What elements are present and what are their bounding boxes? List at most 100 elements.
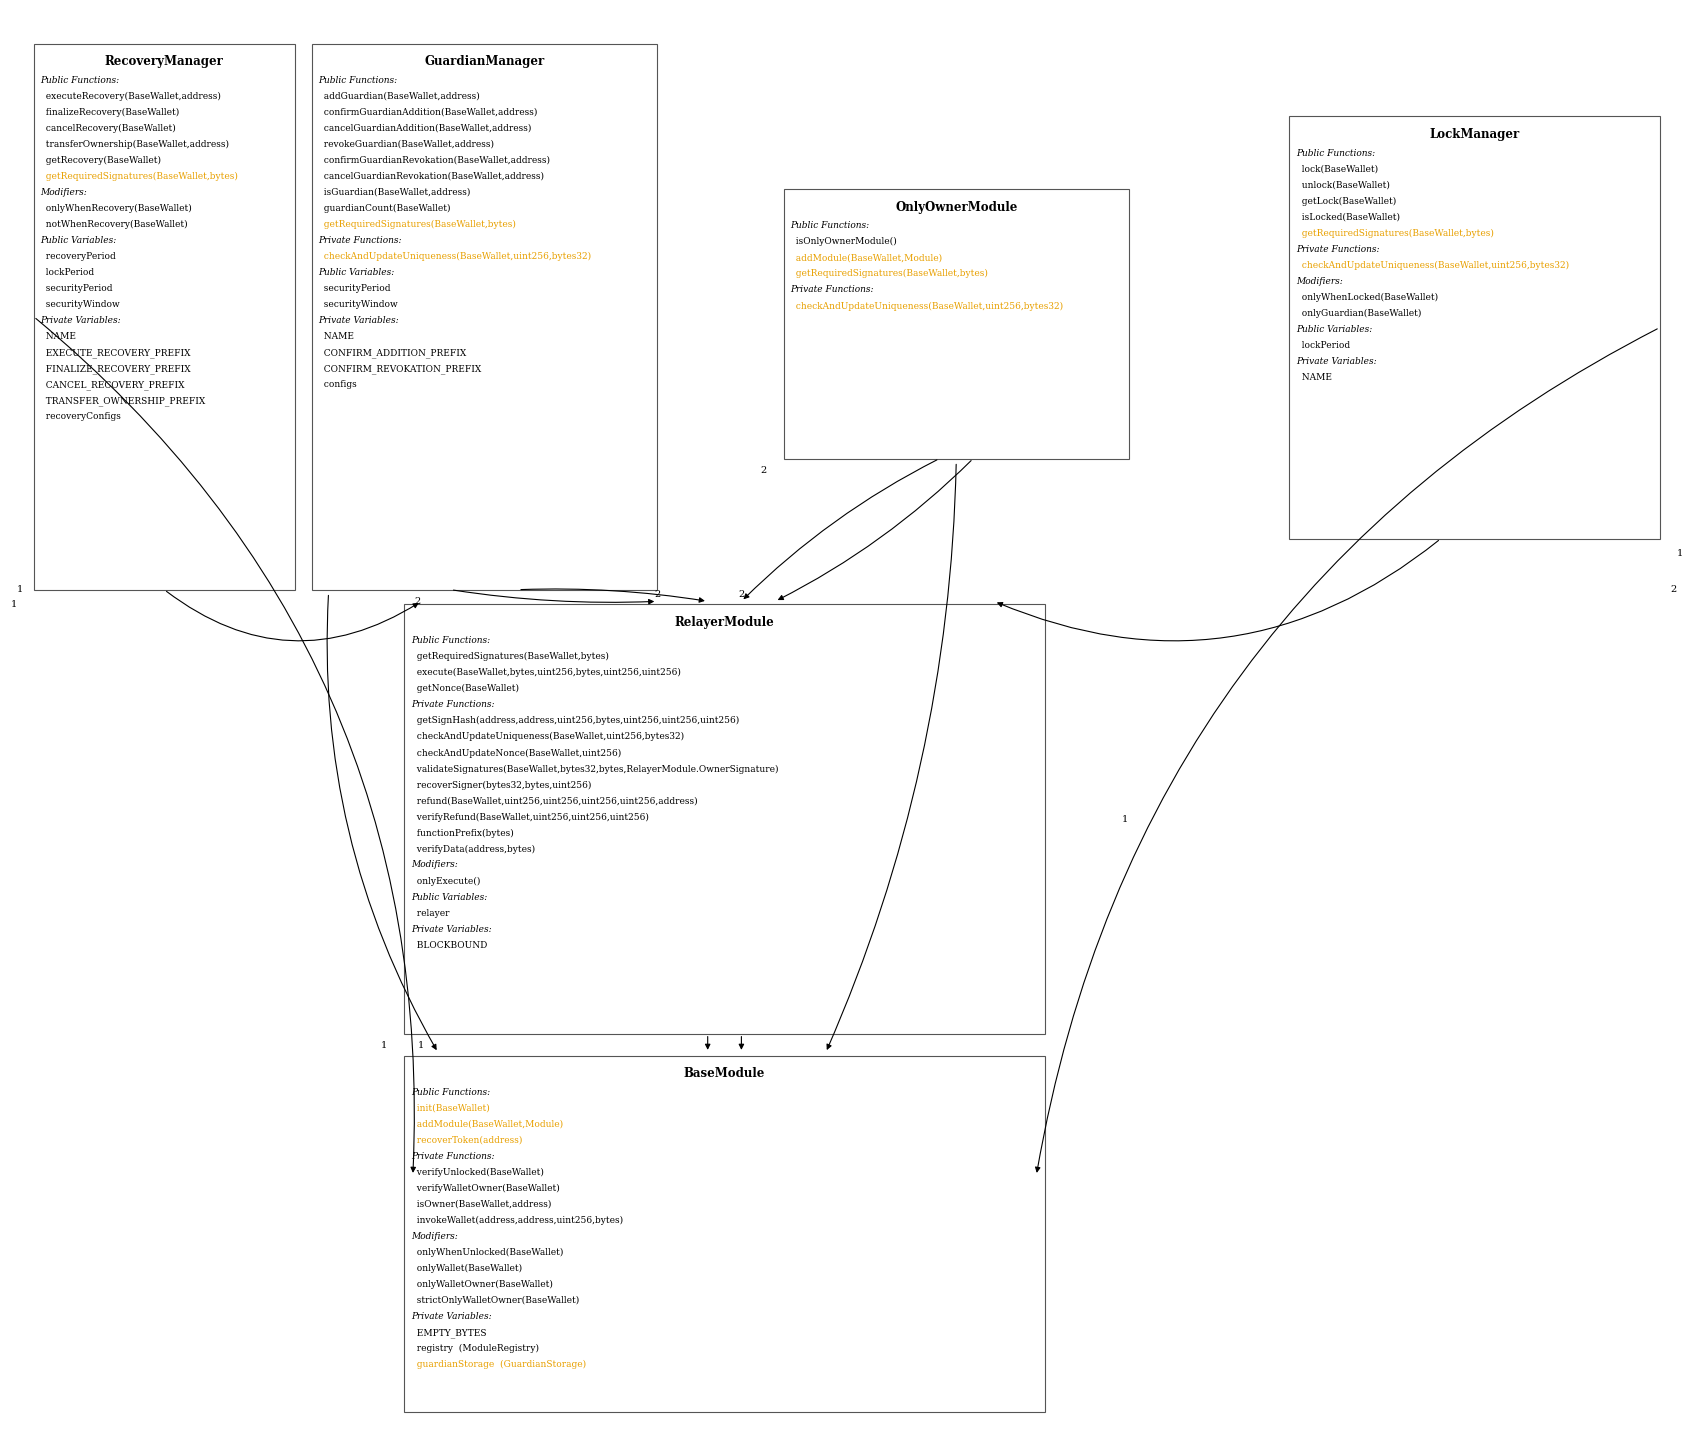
- Text: RelayerModule: RelayerModule: [674, 616, 775, 629]
- Text: onlyWhenUnlocked(BaseWallet): onlyWhenUnlocked(BaseWallet): [411, 1248, 563, 1257]
- Text: lock(BaseWallet): lock(BaseWallet): [1296, 165, 1378, 173]
- Text: NAME: NAME: [318, 332, 354, 341]
- Text: Public Functions:: Public Functions:: [411, 1088, 490, 1096]
- Text: isOnlyOwnerModule(): isOnlyOwnerModule(): [790, 237, 896, 246]
- Text: onlyWhenLocked(BaseWallet): onlyWhenLocked(BaseWallet): [1296, 293, 1437, 301]
- Text: confirmGuardianAddition(BaseWallet,address): confirmGuardianAddition(BaseWallet,addre…: [318, 108, 538, 116]
- Text: Public Variables:: Public Variables:: [1296, 325, 1372, 333]
- Text: functionPrefix(bytes): functionPrefix(bytes): [411, 828, 514, 837]
- Text: Modifiers:: Modifiers:: [411, 1232, 458, 1241]
- Text: getRequiredSignatures(BaseWallet,bytes): getRequiredSignatures(BaseWallet,bytes): [1296, 229, 1493, 237]
- Bar: [784, 189, 1129, 459]
- Text: BaseModule: BaseModule: [684, 1067, 765, 1080]
- Text: Modifiers:: Modifiers:: [40, 188, 88, 197]
- Text: strictOnlyWalletOwner(BaseWallet): strictOnlyWalletOwner(BaseWallet): [411, 1296, 580, 1305]
- Text: 1: 1: [1122, 814, 1127, 824]
- FancyArrowPatch shape: [1036, 329, 1658, 1172]
- Text: 1: 1: [17, 585, 24, 594]
- FancyArrowPatch shape: [998, 540, 1439, 641]
- Text: isLocked(BaseWallet): isLocked(BaseWallet): [1296, 213, 1400, 221]
- Text: CANCEL_RECOVERY_PREFIX: CANCEL_RECOVERY_PREFIX: [40, 380, 185, 390]
- Text: Public Functions:: Public Functions:: [790, 221, 869, 230]
- Text: Private Variables:: Private Variables:: [1296, 357, 1377, 365]
- Text: confirmGuardianRevokation(BaseWallet,address): confirmGuardianRevokation(BaseWallet,add…: [318, 156, 551, 165]
- Text: lockPeriod: lockPeriod: [40, 268, 94, 277]
- Text: addGuardian(BaseWallet,address): addGuardian(BaseWallet,address): [318, 92, 480, 100]
- Text: configs: configs: [318, 380, 357, 389]
- Bar: [404, 604, 1045, 1034]
- Text: recoveryPeriod: recoveryPeriod: [40, 252, 116, 261]
- Text: unlock(BaseWallet): unlock(BaseWallet): [1296, 181, 1390, 189]
- Text: GuardianManager: GuardianManager: [425, 55, 544, 68]
- Text: securityWindow: securityWindow: [40, 300, 120, 309]
- Text: relayer: relayer: [411, 909, 450, 917]
- Text: getNonce(BaseWallet): getNonce(BaseWallet): [411, 684, 519, 693]
- Text: 1: 1: [10, 600, 17, 609]
- FancyArrowPatch shape: [778, 460, 971, 600]
- Text: LockManager: LockManager: [1429, 128, 1520, 141]
- Text: addModule(BaseWallet,Module): addModule(BaseWallet,Module): [411, 1120, 563, 1128]
- Text: getRecovery(BaseWallet): getRecovery(BaseWallet): [40, 156, 162, 165]
- Text: onlyWalletOwner(BaseWallet): onlyWalletOwner(BaseWallet): [411, 1280, 553, 1289]
- Bar: [404, 1056, 1045, 1412]
- Bar: [1289, 116, 1660, 539]
- FancyArrowPatch shape: [706, 1037, 709, 1048]
- Text: NAME: NAME: [1296, 373, 1331, 381]
- FancyArrowPatch shape: [827, 464, 955, 1048]
- Text: finalizeRecovery(BaseWallet): finalizeRecovery(BaseWallet): [40, 108, 180, 116]
- Text: execute(BaseWallet,bytes,uint256,bytes,uint256,uint256): execute(BaseWallet,bytes,uint256,bytes,u…: [411, 668, 681, 677]
- Text: notWhenRecovery(BaseWallet): notWhenRecovery(BaseWallet): [40, 220, 189, 229]
- Text: 2: 2: [415, 597, 420, 606]
- Text: cancelGuardianAddition(BaseWallet,address): cancelGuardianAddition(BaseWallet,addres…: [318, 124, 532, 132]
- Text: onlyExecute(): onlyExecute(): [411, 877, 480, 885]
- Text: verifyUnlocked(BaseWallet): verifyUnlocked(BaseWallet): [411, 1168, 544, 1176]
- Text: registry  (ModuleRegistry): registry (ModuleRegistry): [411, 1344, 539, 1353]
- Text: revokeGuardian(BaseWallet,address): revokeGuardian(BaseWallet,address): [318, 140, 494, 149]
- Text: validateSignatures(BaseWallet,bytes32,bytes,RelayerModule.OwnerSignature): validateSignatures(BaseWallet,bytes32,by…: [411, 764, 778, 773]
- Text: CONFIRM_ADDITION_PREFIX: CONFIRM_ADDITION_PREFIX: [318, 348, 467, 358]
- FancyArrowPatch shape: [521, 590, 704, 603]
- Text: checkAndUpdateUniqueness(BaseWallet,uint256,bytes32): checkAndUpdateUniqueness(BaseWallet,uint…: [790, 301, 1063, 310]
- Text: lockPeriod: lockPeriod: [1296, 341, 1350, 349]
- Text: Public Functions:: Public Functions:: [411, 636, 490, 645]
- Text: Public Variables:: Public Variables:: [40, 236, 116, 245]
- Text: Private Variables:: Private Variables:: [318, 316, 399, 325]
- Text: Modifiers:: Modifiers:: [1296, 277, 1343, 285]
- Text: 1: 1: [381, 1041, 388, 1050]
- Text: getLock(BaseWallet): getLock(BaseWallet): [1296, 197, 1395, 205]
- FancyArrowPatch shape: [453, 590, 654, 604]
- FancyArrowPatch shape: [327, 596, 436, 1050]
- Text: 2: 2: [1670, 585, 1677, 594]
- Text: cancelRecovery(BaseWallet): cancelRecovery(BaseWallet): [40, 124, 177, 132]
- FancyArrowPatch shape: [167, 591, 418, 641]
- Text: TRANSFER_OWNERSHIP_PREFIX: TRANSFER_OWNERSHIP_PREFIX: [40, 396, 206, 406]
- Text: addModule(BaseWallet,Module): addModule(BaseWallet,Module): [790, 253, 942, 262]
- Text: refund(BaseWallet,uint256,uint256,uint256,uint256,address): refund(BaseWallet,uint256,uint256,uint25…: [411, 796, 698, 805]
- Text: FINALIZE_RECOVERY_PREFIX: FINALIZE_RECOVERY_PREFIX: [40, 364, 190, 374]
- Text: OnlyOwnerModule: OnlyOwnerModule: [895, 201, 1018, 214]
- Text: verifyRefund(BaseWallet,uint256,uint256,uint256): verifyRefund(BaseWallet,uint256,uint256,…: [411, 812, 649, 821]
- Text: isGuardian(BaseWallet,address): isGuardian(BaseWallet,address): [318, 188, 470, 197]
- Bar: [312, 44, 657, 590]
- Text: checkAndUpdateUniqueness(BaseWallet,uint256,bytes32): checkAndUpdateUniqueness(BaseWallet,uint…: [318, 252, 591, 261]
- Text: Private Variables:: Private Variables:: [411, 925, 492, 933]
- Text: getRequiredSignatures(BaseWallet,bytes): getRequiredSignatures(BaseWallet,bytes): [40, 172, 238, 181]
- Text: 1: 1: [418, 1041, 425, 1050]
- Text: BLOCKBOUND: BLOCKBOUND: [411, 941, 487, 949]
- Text: Private Variables:: Private Variables:: [411, 1312, 492, 1321]
- Text: Private Functions:: Private Functions:: [411, 1152, 495, 1160]
- Text: init(BaseWallet): init(BaseWallet): [411, 1104, 490, 1112]
- Text: Private Variables:: Private Variables:: [40, 316, 121, 325]
- Text: executeRecovery(BaseWallet,address): executeRecovery(BaseWallet,address): [40, 92, 221, 100]
- Text: 2: 2: [738, 590, 745, 598]
- Text: RecoveryManager: RecoveryManager: [104, 55, 224, 68]
- Text: Public Variables:: Public Variables:: [318, 268, 394, 277]
- Text: recoverSigner(bytes32,bytes,uint256): recoverSigner(bytes32,bytes,uint256): [411, 780, 591, 789]
- Text: checkAndUpdateUniqueness(BaseWallet,uint256,bytes32): checkAndUpdateUniqueness(BaseWallet,uint…: [1296, 261, 1569, 269]
- Bar: [34, 44, 295, 590]
- Text: Public Functions:: Public Functions:: [40, 76, 120, 84]
- Text: securityWindow: securityWindow: [318, 300, 398, 309]
- Text: checkAndUpdateUniqueness(BaseWallet,uint256,bytes32): checkAndUpdateUniqueness(BaseWallet,uint…: [411, 732, 684, 741]
- Text: EXECUTE_RECOVERY_PREFIX: EXECUTE_RECOVERY_PREFIX: [40, 348, 190, 358]
- Text: Private Functions:: Private Functions:: [318, 236, 403, 245]
